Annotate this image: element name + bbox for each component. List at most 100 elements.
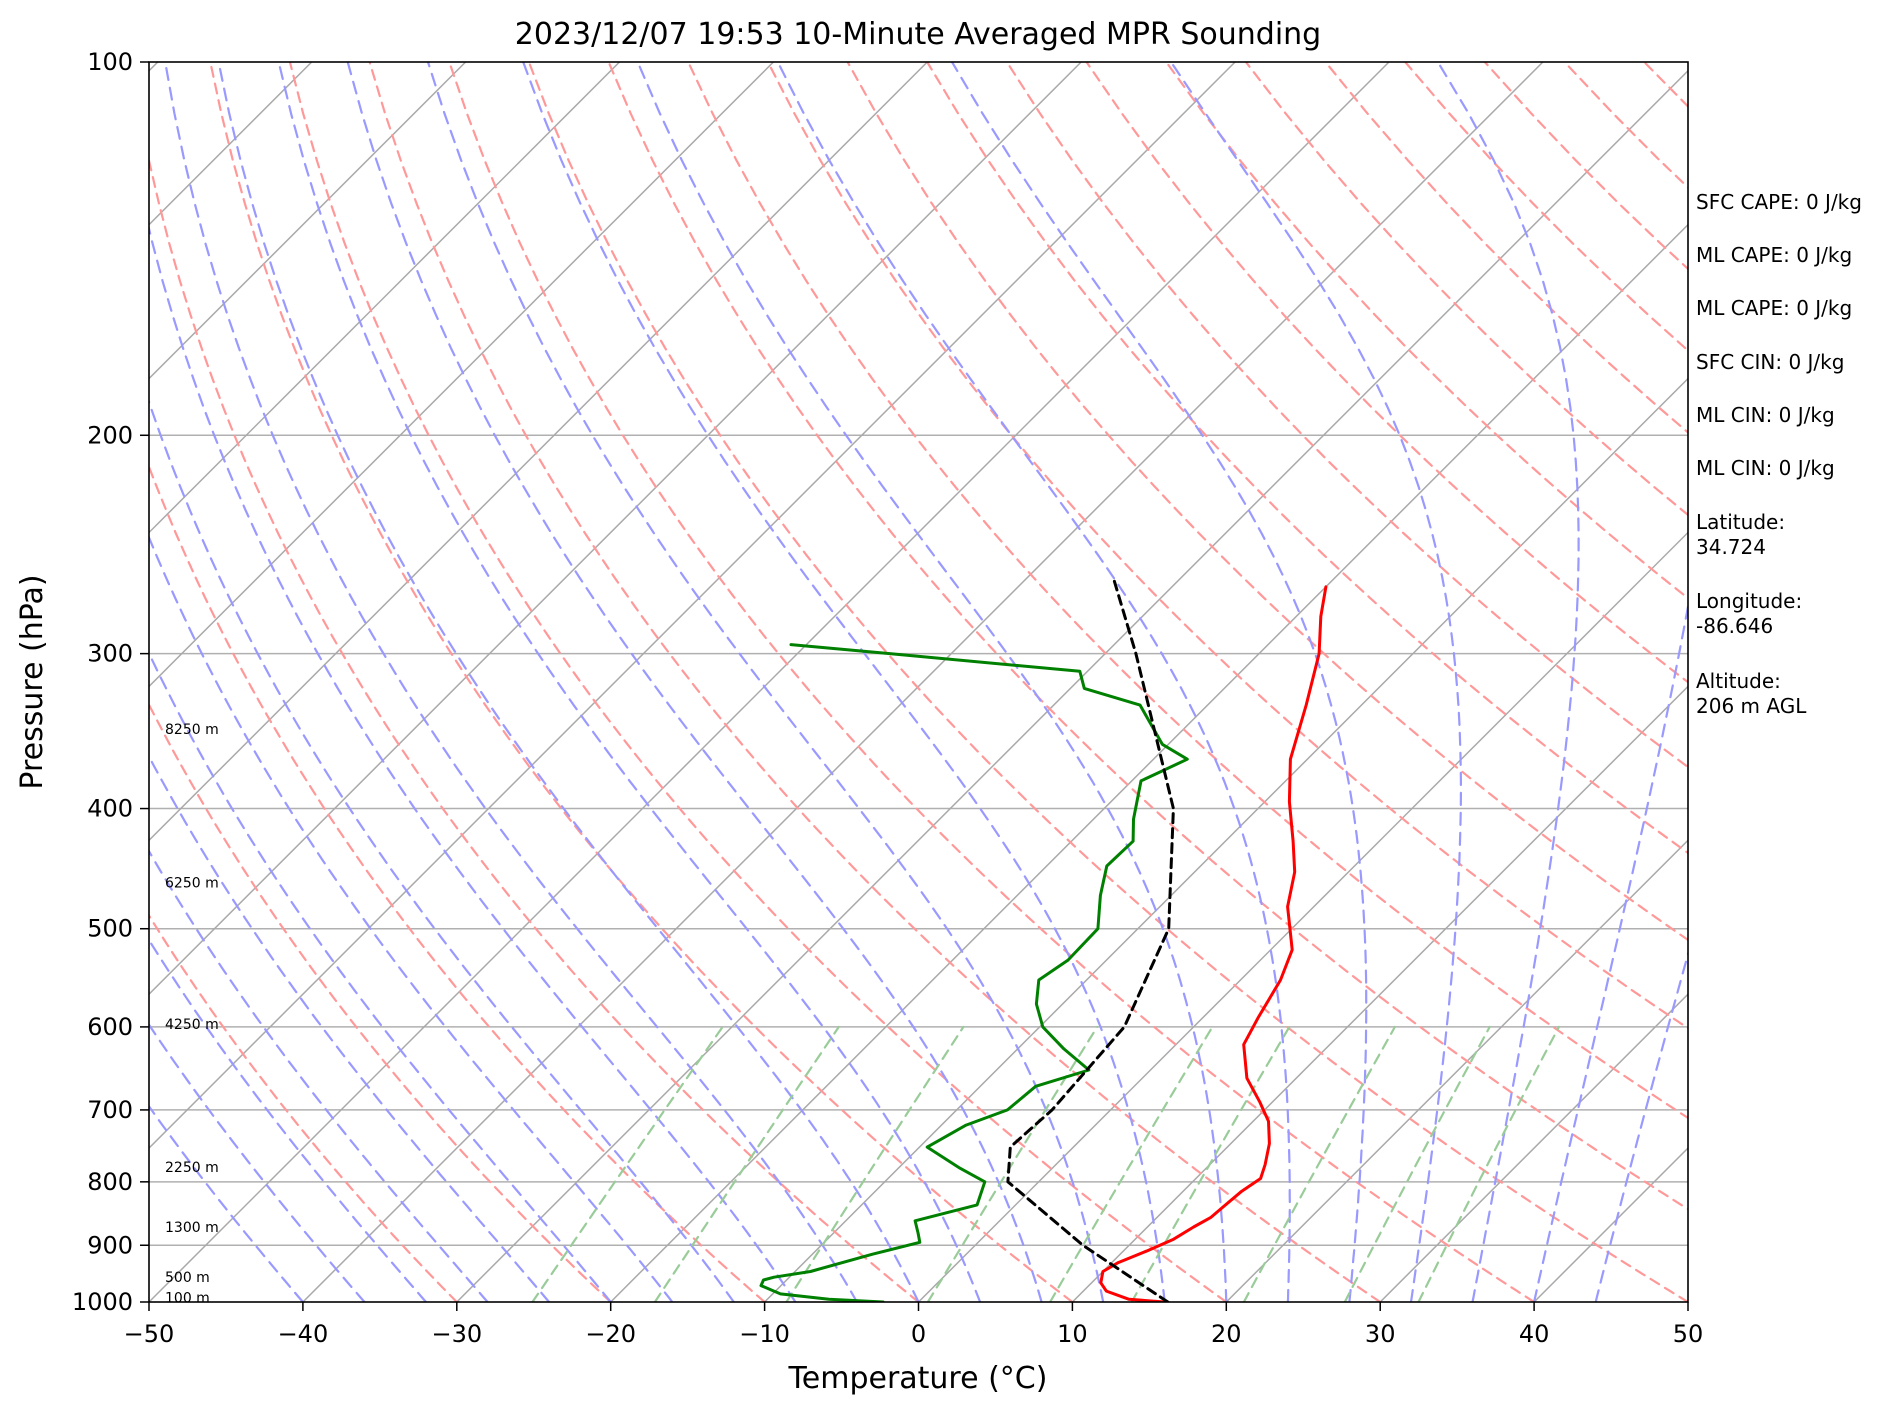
isotherm-line <box>149 62 1082 996</box>
moist-adiabat-line <box>149 849 489 1302</box>
dry-adiabat-line <box>149 913 458 1302</box>
isotherm-line <box>302 62 1544 1302</box>
isotherm-line <box>149 62 774 688</box>
ml-cape-text: ML CAPE: 0 J/kg <box>1696 243 1853 267</box>
y-tick-label: 600 <box>87 1013 133 1041</box>
isotherm-line <box>149 62 467 380</box>
height-labels: 100 m 500 m 1300 m 2250 m 4250 m 6250 m 8250 m <box>165 722 219 1307</box>
moist-adiabat-line <box>1532 600 1688 1302</box>
isotherm-line <box>149 62 621 534</box>
dewpoint-profile-line <box>759 643 1189 1302</box>
ml-cape-text-2: ML CAPE: 0 J/kg <box>1696 296 1853 320</box>
latitude-text: Latitude: 34.724 <box>1696 510 1786 559</box>
mixing-ratio-line <box>926 1025 1099 1302</box>
y-axis-ticks: 100 200 300 400 500 600 700 800 900 1000 <box>72 48 149 1316</box>
moist-adiabat-line <box>149 938 428 1302</box>
dry-adiabat-line <box>149 155 920 1302</box>
y-tick-label: 300 <box>87 640 133 668</box>
y-tick-label: 700 <box>87 1096 133 1124</box>
moist-adiabat-line <box>776 62 1291 1302</box>
dry-adiabat-line <box>288 62 1228 1302</box>
parcel-profile-line <box>1006 575 1175 1302</box>
dry-adiabat-line <box>1005 62 1688 769</box>
series-lines <box>759 575 1328 1302</box>
moist-adiabat-line <box>636 62 1228 1302</box>
x-tick-label: −30 <box>431 1320 482 1348</box>
dry-adiabat-line <box>687 62 1688 1120</box>
y-tick-label: 100 <box>87 48 133 76</box>
altitude-text: Altitude: 206 m AGL <box>1696 669 1807 718</box>
y-tick-label: 800 <box>87 1168 133 1196</box>
height-label: 2250 m <box>165 1160 219 1176</box>
sfc-cin-text: SFC CIN: 0 J/kg <box>1696 350 1845 374</box>
mixing-ratio-line <box>1048 1025 1214 1302</box>
dry-adiabat-line <box>209 62 1074 1302</box>
height-label: 1300 m <box>165 1220 219 1236</box>
dry-adiabat-line <box>149 702 612 1302</box>
moist-adiabat-line <box>1169 62 1463 1302</box>
y-tick-label: 1000 <box>72 1288 133 1316</box>
x-tick-label: 50 <box>1673 1320 1704 1348</box>
moist-adiabat-line <box>426 62 1105 1302</box>
dry-adiabat-line <box>368 62 1382 1302</box>
mixing-ratio-line <box>531 1025 724 1302</box>
mixing-ratio-line <box>1417 1025 1561 1302</box>
x-axis-label: Temperature (°C) <box>788 1361 1048 1396</box>
background-lines <box>0 62 1688 1302</box>
height-label: 100 m <box>165 1291 210 1307</box>
isotherm-line <box>149 62 928 842</box>
dry-adiabat-line <box>149 463 766 1302</box>
moist-adiabat-line <box>149 223 797 1302</box>
moist-adiabat-line <box>149 534 674 1302</box>
dry-adiabat-line <box>766 62 1688 1030</box>
moist-adiabat-line <box>217 62 920 1302</box>
mixing-ratio-line <box>785 1025 965 1302</box>
x-tick-label: −50 <box>124 1320 175 1348</box>
moist-adiabat-line <box>149 1022 366 1302</box>
isotherm-line <box>1379 993 1688 1302</box>
moist-adiabat-line <box>346 62 1043 1302</box>
moist-adiabat-line <box>164 62 859 1302</box>
ml-cin-text: ML CIN: 0 J/kg <box>1696 403 1835 427</box>
isotherm-line <box>0 62 4 1302</box>
y-axis-label: Pressure (hPa) <box>15 574 50 789</box>
ml-cin-text-2: ML CIN: 0 J/kg <box>1696 456 1835 480</box>
dry-adiabat-line <box>527 62 1688 1302</box>
moist-adiabat-line <box>149 398 735 1302</box>
mixing-ratio-line <box>1242 1025 1397 1302</box>
mixing-ratio-line <box>1130 1025 1291 1302</box>
sfc-cape-text: SFC CAPE: 0 J/kg <box>1696 190 1862 214</box>
x-tick-label: 40 <box>1519 1320 1550 1348</box>
x-tick-label: 30 <box>1365 1320 1396 1348</box>
mixing-ratio-line <box>1343 1025 1491 1302</box>
x-tick-label: −10 <box>739 1320 790 1348</box>
moist-adiabat-line <box>950 62 1368 1302</box>
longitude-text: Longitude: -86.646 <box>1696 589 1803 638</box>
moist-adiabat-line <box>522 62 1166 1302</box>
isotherm-line <box>456 69 1688 1302</box>
y-tick-label: 200 <box>87 421 133 449</box>
mixing-ratio-line <box>653 1025 840 1302</box>
y-tick-label: 900 <box>87 1231 133 1259</box>
height-label: 8250 m <box>165 722 219 738</box>
height-label: 4250 m <box>165 1017 219 1033</box>
isotherm-line <box>610 223 1688 1302</box>
isotherm-line <box>1071 685 1688 1302</box>
x-tick-label: −20 <box>585 1320 636 1348</box>
isotherm-line <box>149 62 1236 1150</box>
moist-adiabat-line <box>1594 950 1688 1302</box>
moist-adiabat-line <box>149 754 551 1302</box>
dry-adiabat-line <box>448 62 1536 1302</box>
moist-adiabat-line <box>277 62 982 1302</box>
x-tick-label: 20 <box>1211 1320 1242 1348</box>
x-tick-label: 0 <box>911 1320 926 1348</box>
y-tick-label: 400 <box>87 795 133 823</box>
y-tick-label: 500 <box>87 915 133 943</box>
x-axis-ticks: −50 −40 −30 −20 −10 0 10 20 30 40 50 <box>124 1302 1704 1348</box>
moist-adiabat-line <box>1436 62 1580 1302</box>
chart-title: 2023/12/07 19:53 10-Minute Averaged MPR … <box>515 17 1321 52</box>
temperature-profile-line <box>1099 585 1328 1302</box>
dry-adiabat-line <box>1085 62 1688 684</box>
isotherm-line <box>149 62 1390 1302</box>
